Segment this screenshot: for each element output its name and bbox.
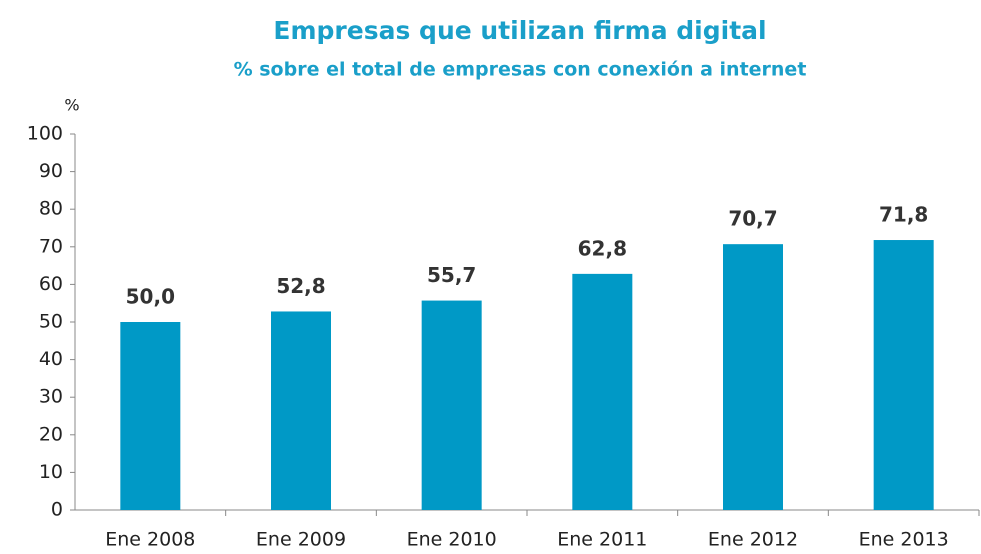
chart-subtitle: % sobre el total de empresas con conexió… (234, 59, 807, 81)
x-tick-label: Ene 2011 (557, 529, 647, 551)
y-tick-label: 90 (39, 160, 63, 182)
bar (572, 273, 633, 510)
y-tick-label: 10 (39, 461, 63, 483)
bar (723, 244, 783, 510)
x-tick-label: Ene 2010 (407, 529, 497, 551)
x-tick-label: Ene 2013 (859, 529, 949, 551)
value-label: 70,7 (728, 207, 777, 231)
y-tick-label: 20 (39, 423, 63, 445)
x-tick-label: Ene 2012 (708, 529, 798, 551)
y-tick-label: 70 (39, 235, 63, 257)
y-tick-label: 30 (39, 386, 63, 408)
bar (271, 311, 331, 510)
y-tick-label: 100 (27, 123, 63, 145)
y-tick-label: 80 (39, 198, 63, 220)
value-label: 50,0 (126, 285, 175, 309)
value-label: 62,8 (578, 236, 627, 260)
bar (421, 300, 482, 510)
y-tick-label: 60 (39, 273, 63, 295)
y-tick-label: 40 (39, 348, 63, 370)
bar (120, 322, 181, 510)
value-label: 71,8 (879, 203, 928, 227)
bar (873, 240, 934, 511)
value-label: 55,7 (427, 263, 476, 287)
y-tick-label: 50 (39, 311, 63, 333)
chart-title: Empresas que utilizan firma digital (273, 16, 766, 45)
y-tick-label: 0 (51, 499, 63, 521)
value-label: 52,8 (276, 274, 325, 298)
y-axis-label: % (64, 96, 79, 115)
x-tick-label: Ene 2008 (105, 529, 195, 551)
x-tick-label: Ene 2009 (256, 529, 346, 551)
